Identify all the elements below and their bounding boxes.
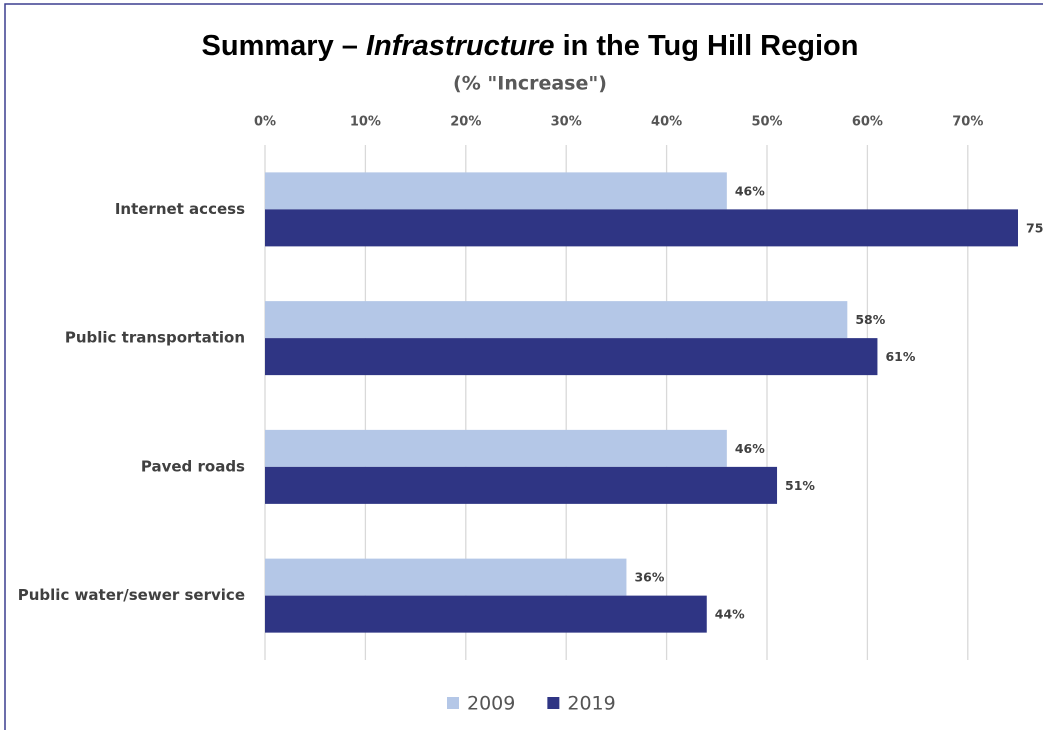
- title-part: in the Tug Hill Region: [555, 30, 859, 62]
- y-tick-label: Paved roads: [141, 457, 245, 475]
- bar: [265, 301, 848, 339]
- bar: [265, 338, 878, 376]
- bar: [265, 172, 727, 210]
- data-label: 58%: [855, 312, 885, 327]
- x-tick-label: 60%: [852, 115, 883, 130]
- data-label: 44%: [715, 607, 745, 622]
- title-part: Summary –: [202, 30, 366, 62]
- legend-label: 2009: [467, 693, 515, 715]
- x-tick-label: 40%: [651, 115, 682, 130]
- bar: [265, 595, 707, 633]
- chart-title: Summary – Infrastructure in the Tug Hill…: [202, 30, 859, 62]
- bar: [265, 429, 727, 467]
- bar: [265, 466, 778, 504]
- data-label: 46%: [735, 441, 765, 456]
- y-tick-label: Public water/sewer service: [18, 586, 245, 604]
- data-label: 61%: [885, 349, 915, 364]
- chart-subtitle: (% "Increase"): [453, 73, 607, 95]
- legend-swatch: [447, 697, 459, 709]
- legend-swatch: [547, 697, 560, 709]
- x-tick-label: 50%: [751, 115, 782, 130]
- x-tick-label: 70%: [952, 115, 983, 130]
- bar: [265, 558, 627, 596]
- x-tick-label: 20%: [450, 115, 481, 130]
- x-tick-label: 10%: [350, 115, 381, 130]
- title-part: Infrastructure: [366, 30, 555, 62]
- data-label: 36%: [634, 570, 664, 585]
- bar: [265, 209, 1018, 247]
- x-tick-label: 0%: [254, 115, 276, 130]
- data-label: 46%: [735, 183, 765, 198]
- data-label: 75%: [1026, 220, 1043, 235]
- data-label: 51%: [785, 478, 815, 493]
- legend-label: 2019: [567, 693, 615, 715]
- x-tick-label: 30%: [551, 115, 582, 130]
- y-tick-label: Internet access: [115, 200, 245, 218]
- y-tick-label: Public transportation: [65, 329, 245, 347]
- chart-frame: [4, 3, 1043, 730]
